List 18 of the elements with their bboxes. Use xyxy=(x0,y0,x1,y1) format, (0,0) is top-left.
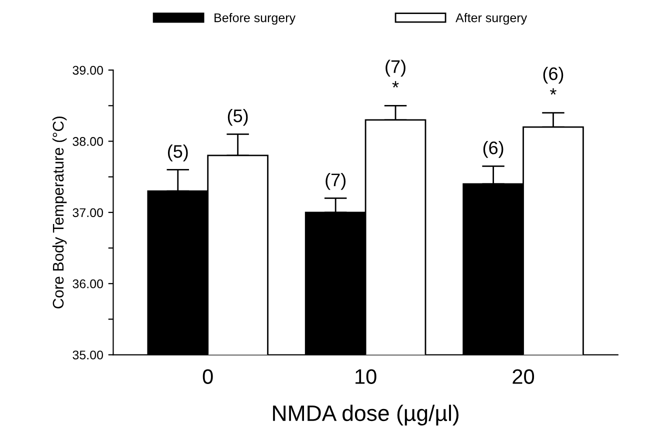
y-tick-label: 39.00 xyxy=(72,66,104,75)
annotation: (6) * xyxy=(543,66,564,95)
x-tick-label: 10 xyxy=(356,369,376,384)
y-tick-label: 35.00 xyxy=(72,350,104,360)
y-tick-label: 36.00 xyxy=(72,279,104,288)
y-tick-label: 37.00 xyxy=(72,208,104,218)
y-axis-title: Core Body Temperature (°C) xyxy=(52,116,67,308)
annotation: (7) xyxy=(326,173,346,190)
annotation: (7) * xyxy=(386,60,406,88)
x-axis-title: NMDA dose (µg/µl) xyxy=(273,404,458,426)
annotation: (5) xyxy=(168,144,188,162)
y-tick-label: 38.00 xyxy=(72,137,104,146)
annotation: (6) xyxy=(483,141,504,158)
legend-label: Before surgery xyxy=(214,13,296,25)
x-tick-label: 0 xyxy=(202,369,213,384)
annotation: (5) xyxy=(228,108,248,126)
legend-label: After surgery xyxy=(456,13,528,25)
x-tick-label: 20 xyxy=(512,369,534,384)
